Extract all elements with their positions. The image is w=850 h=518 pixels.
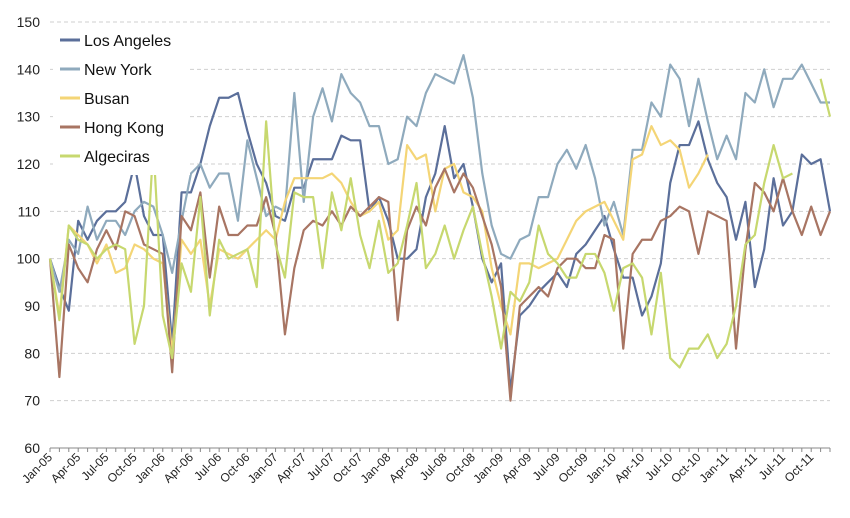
y-tick-label: 150	[17, 14, 41, 30]
y-tick-label: 90	[24, 298, 40, 314]
x-tick-label: Jan-09	[470, 450, 506, 486]
x-tick-label: Apr-06	[161, 450, 197, 486]
series-line-los-angeles	[48, 91, 832, 393]
x-axis-ticks: Jan-05Apr-05Jul-05Oct-05Jan-06Apr-06Jul-…	[19, 448, 831, 486]
y-tick-label: 80	[24, 345, 40, 361]
legend-label-new-york: New York	[84, 62, 153, 79]
x-tick-label: Jan-11	[697, 450, 732, 485]
legend-label-algeciras: Algeciras	[84, 149, 150, 166]
x-tick-label: Apr-08	[386, 450, 422, 486]
x-tick-label: Apr-11	[725, 450, 760, 485]
x-tick-label: Apr-09	[499, 450, 535, 486]
x-tick-label: Oct-05	[104, 450, 140, 486]
x-tick-label: Oct-09	[555, 450, 591, 486]
y-tick-label: 60	[24, 440, 40, 456]
series-line-hong-kong	[48, 167, 832, 402]
series-line-algeciras	[48, 78, 832, 369]
legend-label-los-angeles: Los Angeles	[84, 33, 171, 50]
x-tick-label: Jan-10	[583, 450, 619, 486]
x-tick-label: Jan-07	[245, 450, 281, 486]
y-tick-label: 140	[17, 61, 41, 77]
x-tick-label: Apr-07	[273, 450, 309, 486]
legend-box	[53, 25, 190, 175]
x-tick-label: Jan-06	[132, 450, 168, 486]
x-tick-label: Apr-10	[612, 450, 648, 486]
legend: Los Angeles New York Busan Hong Kong Algecir…	[53, 25, 190, 175]
y-tick-label: 100	[17, 251, 41, 267]
legend-label-busan: Busan	[84, 91, 129, 108]
x-tick-label: Oct-07	[330, 450, 366, 486]
x-tick-label: Jan-08	[358, 450, 394, 486]
x-tick-label: Oct-11	[782, 450, 817, 485]
legend-label-hong-kong: Hong Kong	[84, 120, 164, 137]
y-tick-label: 130	[17, 109, 41, 125]
x-tick-label: Apr-05	[48, 450, 84, 486]
x-tick-label: Oct-08	[443, 450, 479, 486]
y-tick-label: 110	[18, 203, 41, 219]
series-lines	[48, 54, 832, 402]
x-tick-label: Oct-06	[217, 450, 253, 486]
x-tick-label: Oct-10	[668, 450, 704, 486]
y-tick-label: 70	[24, 393, 40, 409]
y-tick-label: 120	[17, 156, 41, 172]
y-axis-ticks: 60 70 80 90 100 110 120 130 140 150	[17, 14, 41, 456]
